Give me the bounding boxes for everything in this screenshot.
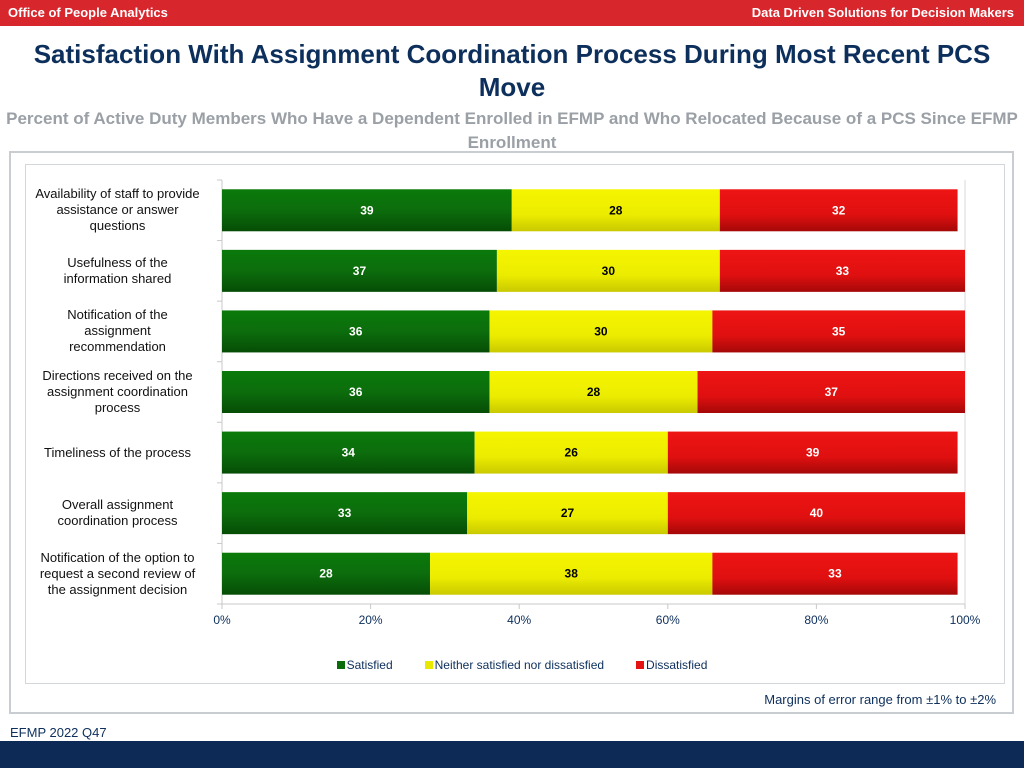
category-label-line: coordination process xyxy=(57,513,178,529)
legend-swatch-dissatisfied xyxy=(636,661,645,669)
footer-bar xyxy=(0,741,1024,768)
category-label: Timeliness of the process xyxy=(25,445,210,461)
data-label-neither: 30 xyxy=(594,324,608,338)
data-label-satisfied: 36 xyxy=(349,324,363,338)
data-label-neither: 30 xyxy=(602,264,616,278)
data-label-dissatisfied: 33 xyxy=(836,264,850,278)
data-label-satisfied: 36 xyxy=(349,385,363,399)
x-tick-label: 100% xyxy=(950,613,981,627)
data-label-dissatisfied: 37 xyxy=(825,385,839,399)
chart-subtitle: Percent of Active Duty Members Who Have … xyxy=(6,109,1018,152)
category-label-line: Notification of the option to xyxy=(40,549,195,565)
legend-label-neither: Neither satisfied nor dissatisfied xyxy=(434,658,605,672)
category-label-line: questions xyxy=(89,218,146,234)
legend-label-dissatisfied: Dissatisfied xyxy=(646,658,708,672)
legend-item-neither: Neither satisfied nor dissatisfied xyxy=(424,658,605,672)
margin-of-error-note: Margins of error range from ±1% to ±2% xyxy=(764,692,996,707)
category-label-line: assignment xyxy=(84,323,151,339)
category-label-line: request a second review of xyxy=(39,565,196,581)
legend-label-satisfied: Satisfied xyxy=(346,658,393,672)
data-label-neither: 38 xyxy=(565,567,579,581)
data-label-satisfied: 39 xyxy=(360,203,374,217)
bar-dissatisfied xyxy=(667,431,958,474)
x-tick-label: 80% xyxy=(804,613,828,627)
source-note: EFMP 2022 Q47 xyxy=(10,725,107,740)
data-label-satisfied: 34 xyxy=(342,446,356,460)
chart-inner-frame xyxy=(25,164,1005,684)
bar-satisfied xyxy=(222,431,475,474)
header-right-text: Data Driven Solutions for Decision Maker… xyxy=(751,5,1014,20)
data-label-neither: 28 xyxy=(587,385,601,399)
header-bar: Office of People Analytics Data Driven S… xyxy=(0,0,1024,26)
legend-item-dissatisfied: Dissatisfied xyxy=(636,658,707,672)
bar-neither xyxy=(489,371,698,413)
data-label-dissatisfied: 32 xyxy=(832,203,846,217)
category-label-line: information shared xyxy=(63,270,172,286)
category-label-line: Notification of the xyxy=(67,307,168,323)
bar-neither xyxy=(489,310,713,353)
data-label-satisfied: 37 xyxy=(353,264,367,278)
category-label: Notification of the option to request a s… xyxy=(25,550,210,598)
data-label-dissatisfied: 40 xyxy=(810,506,824,520)
category-label-line: Availability of staff to provide xyxy=(35,186,200,202)
category-label: Notification of the assignment recommendat… xyxy=(25,307,210,355)
bar-satisfied xyxy=(222,310,490,353)
category-label-line: recommendation xyxy=(69,339,166,355)
category-label-line: Directions received on the xyxy=(42,368,193,383)
bar-dissatisfied xyxy=(712,310,965,353)
bar-dissatisfied xyxy=(697,371,965,413)
bar-neither xyxy=(467,492,668,535)
bar-neither xyxy=(430,552,713,595)
data-label-dissatisfied: 35 xyxy=(832,324,846,338)
bar-satisfied xyxy=(222,249,497,292)
bar-dissatisfied xyxy=(667,492,965,535)
category-label-line: assistance or answer xyxy=(56,202,179,218)
data-label-dissatisfied: 33 xyxy=(828,567,842,581)
category-label-line: assignment coordination xyxy=(47,384,188,399)
category-label-line: Timeliness of the process xyxy=(44,444,191,460)
bar-satisfied xyxy=(222,552,431,595)
category-label: Overall assignment coordination process xyxy=(25,497,210,529)
category-label: Availability of staff to provide assistan… xyxy=(25,186,210,234)
category-label-line: Overall assignment xyxy=(61,497,174,513)
category-label: Usefulness of the information shared xyxy=(25,255,210,287)
bar-satisfied xyxy=(222,371,490,413)
data-label-neither: 26 xyxy=(565,446,579,460)
data-label-neither: 28 xyxy=(609,203,623,217)
data-label-satisfied: 33 xyxy=(338,506,352,520)
category-label-line: the assignment decision xyxy=(47,581,188,597)
bar-dissatisfied xyxy=(719,249,965,292)
bar-neither xyxy=(511,189,720,232)
bar-satisfied xyxy=(222,189,512,232)
chart-title: Satisfaction With Assignment Coordinatio… xyxy=(33,39,991,102)
legend-item-satisfied: Satisfied xyxy=(336,658,393,672)
x-tick-label: 0% xyxy=(213,613,231,627)
bar-satisfied xyxy=(222,492,468,535)
category-label: Directions received on the assignment coo… xyxy=(25,368,210,416)
x-tick-label: 20% xyxy=(359,613,383,627)
data-label-satisfied: 28 xyxy=(319,567,333,581)
x-tick-label: 40% xyxy=(507,613,531,627)
header-left-text: Office of People Analytics xyxy=(8,5,168,20)
x-tick-label: 60% xyxy=(656,613,680,627)
bar-neither xyxy=(496,249,720,292)
legend-swatch-satisfied xyxy=(336,661,345,669)
bar-dissatisfied xyxy=(712,552,958,595)
legend-swatch-neither xyxy=(424,661,433,669)
chart-legend: Satisfied Neither satisfied nor dissatis… xyxy=(0,658,1024,672)
data-label-neither: 27 xyxy=(561,506,575,520)
category-label-line: Usefulness of the xyxy=(67,254,168,270)
bar-dissatisfied xyxy=(719,189,958,232)
bar-neither xyxy=(474,431,668,474)
data-label-dissatisfied: 39 xyxy=(806,446,820,460)
category-label-line: process xyxy=(94,400,141,415)
